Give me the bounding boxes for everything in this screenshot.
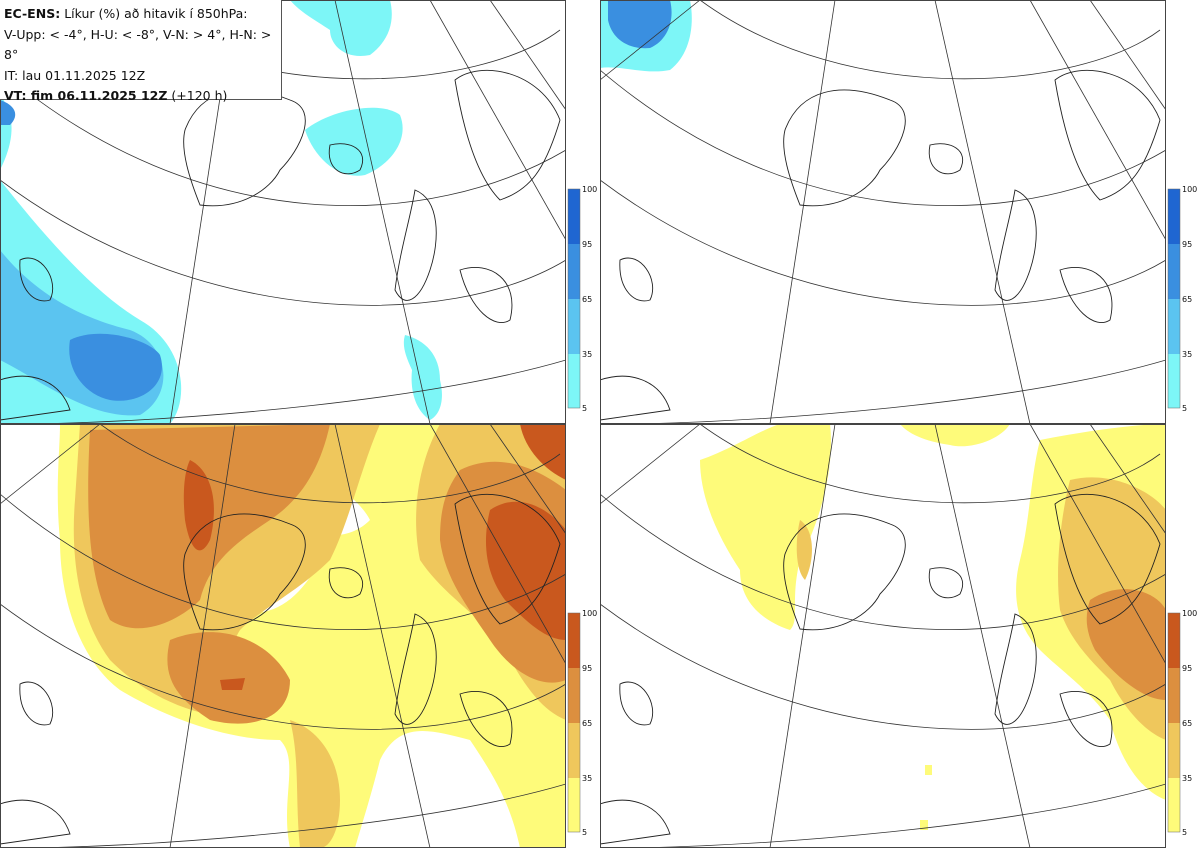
lat-lon-grid [600, 0, 1166, 424]
colorbar-tick-label: 35 [582, 350, 592, 359]
colorbar-tick-label: 5 [1182, 828, 1187, 837]
panel-v-n [0, 424, 566, 848]
coastlines [600, 69, 1161, 421]
colorbar-tick-label: 5 [1182, 404, 1187, 413]
init-time: IT: lau 01.11.2025 12Z [4, 67, 146, 83]
colorbar-tick-label: 65 [582, 295, 592, 304]
lat-lon-grid [0, 424, 566, 848]
colorbar-tick-label: 65 [582, 719, 592, 728]
coastlines [600, 493, 1161, 845]
colorbar-tick-label: 95 [582, 664, 592, 673]
colorbar-cold-right: 100 95 65 35 5 [1167, 185, 1197, 413]
probability-field-warm [57, 424, 566, 848]
colorbar-tick-label: 100 [582, 609, 597, 618]
colorbar-warm-left: 100 95 65 35 5 [567, 609, 597, 837]
colorbar-tick-label: 35 [582, 774, 592, 783]
title-box: EC-ENS: Líkur (%) að hitavik í 850hPa: V… [0, 0, 282, 103]
colorbar-tick-label: 65 [1182, 719, 1192, 728]
coastlines [0, 493, 561, 845]
colorbar-tick-label: 95 [1182, 664, 1192, 673]
probability-field-cold [600, 0, 692, 72]
colorbar-tick-label: 100 [1182, 609, 1197, 618]
colorbar-tick-label: 95 [582, 240, 592, 249]
colorbar-tick-label: 5 [582, 828, 587, 837]
lead-time: (+120 h) [171, 88, 228, 103]
colorbar-tick-label: 95 [1182, 240, 1192, 249]
colorbar-cold-left: 100 95 65 35 5 [567, 185, 597, 413]
lat-lon-grid [0, 0, 566, 424]
colorbar-tick-label: 65 [1182, 295, 1192, 304]
thresholds-line: V-Upp: < -4°, H-U: < -8°, V-N: > 4°, H-N… [4, 26, 272, 63]
product-description: Líkur (%) að hitavik í 850hPa: [64, 6, 248, 21]
panel-v-upp [0, 0, 566, 424]
valid-time: VT: fim 06.11.2025 12Z [4, 88, 168, 103]
colorbar-tick-label: 35 [1182, 350, 1192, 359]
valid-time-line: VT: fim 06.11.2025 12Z (+120 h) [4, 86, 281, 107]
colorbar-tick-label: 100 [582, 185, 597, 194]
colorbar-tick-label: 5 [582, 404, 587, 413]
model-name: EC-ENS: [4, 6, 61, 21]
title-line-1: EC-ENS: Líkur (%) að hitavik í 850hPa: [4, 4, 281, 25]
colorbar-warm-right: 100 95 65 35 5 [1167, 609, 1197, 837]
panel-h-u [600, 0, 1166, 424]
colorbar-tick-label: 100 [1182, 185, 1197, 194]
colorbar-tick-label: 35 [1182, 774, 1192, 783]
coastlines [0, 69, 561, 421]
lat-lon-grid [600, 424, 1166, 848]
panel-h-n [600, 424, 1166, 848]
